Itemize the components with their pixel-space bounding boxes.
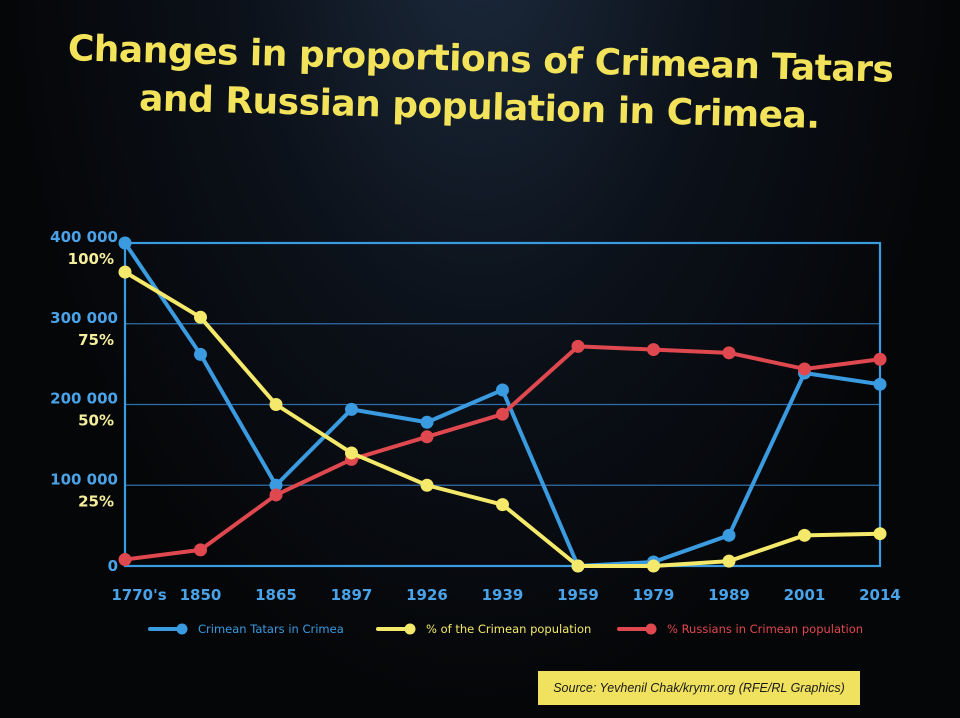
data-point bbox=[194, 310, 207, 324]
legend-label: Crimean Tatars in Crimea bbox=[198, 622, 344, 636]
pct-tick-label: 100% bbox=[68, 250, 114, 268]
data-point bbox=[873, 352, 887, 366]
data-point bbox=[118, 553, 132, 567]
legend-label: % Russians in Crimean population bbox=[667, 622, 863, 636]
data-point bbox=[194, 543, 207, 557]
data-point bbox=[571, 559, 585, 573]
data-point bbox=[269, 488, 283, 502]
data-point bbox=[194, 347, 207, 361]
data-point bbox=[345, 402, 358, 416]
data-point bbox=[722, 554, 736, 568]
y-tick-label: 200 000 bbox=[50, 390, 118, 408]
x-tick-label: 1926 bbox=[406, 586, 448, 604]
data-point bbox=[873, 377, 887, 391]
x-tick-label: 1989 bbox=[708, 586, 750, 604]
x-tick-label: 2001 bbox=[784, 586, 826, 604]
legend-swatch-point bbox=[645, 623, 657, 635]
y-tick-label: 300 000 bbox=[50, 309, 118, 327]
data-point bbox=[496, 383, 509, 397]
x-tick-label: 1850 bbox=[180, 586, 222, 604]
data-point bbox=[420, 478, 434, 492]
y-tick-label: 400 000 bbox=[50, 228, 118, 246]
data-point bbox=[118, 265, 132, 279]
data-point bbox=[420, 415, 434, 429]
x-tick-label: 2014 bbox=[859, 586, 901, 604]
x-tick-label: 1959 bbox=[557, 586, 599, 604]
data-point bbox=[269, 398, 283, 411]
legend-label: % of the Crimean population bbox=[426, 622, 591, 636]
plot-frame bbox=[123, 241, 882, 568]
legend-swatch-point bbox=[176, 623, 188, 635]
data-point bbox=[722, 528, 736, 542]
pct-tick-label: 75% bbox=[78, 331, 114, 349]
x-tick-label: 1770's bbox=[111, 586, 166, 604]
data-point bbox=[873, 527, 887, 541]
pct-tick-label: 25% bbox=[78, 492, 114, 510]
y-tick-label: 0 bbox=[108, 557, 118, 575]
x-tick-label: 1865 bbox=[255, 586, 297, 604]
data-point bbox=[798, 362, 811, 376]
data-point bbox=[647, 559, 660, 573]
data-point bbox=[647, 343, 660, 357]
legend-swatch-point bbox=[404, 623, 416, 635]
data-point bbox=[496, 498, 509, 512]
source-note: Source: Yevhenil Chak/krymr.org (RFE/RL … bbox=[538, 671, 860, 705]
data-point bbox=[118, 236, 132, 250]
x-tick-label: 1897 bbox=[331, 586, 373, 604]
data-point bbox=[420, 430, 434, 444]
x-tick-label: 1939 bbox=[482, 586, 524, 604]
data-point bbox=[496, 407, 509, 421]
data-point bbox=[798, 528, 811, 542]
x-tick-label: 1979 bbox=[633, 586, 675, 604]
data-point bbox=[269, 478, 283, 492]
pct-tick-label: 50% bbox=[78, 412, 114, 430]
y-tick-label: 100 000 bbox=[50, 470, 118, 488]
data-point bbox=[345, 446, 358, 460]
data-point bbox=[722, 346, 736, 360]
data-point bbox=[571, 339, 585, 353]
